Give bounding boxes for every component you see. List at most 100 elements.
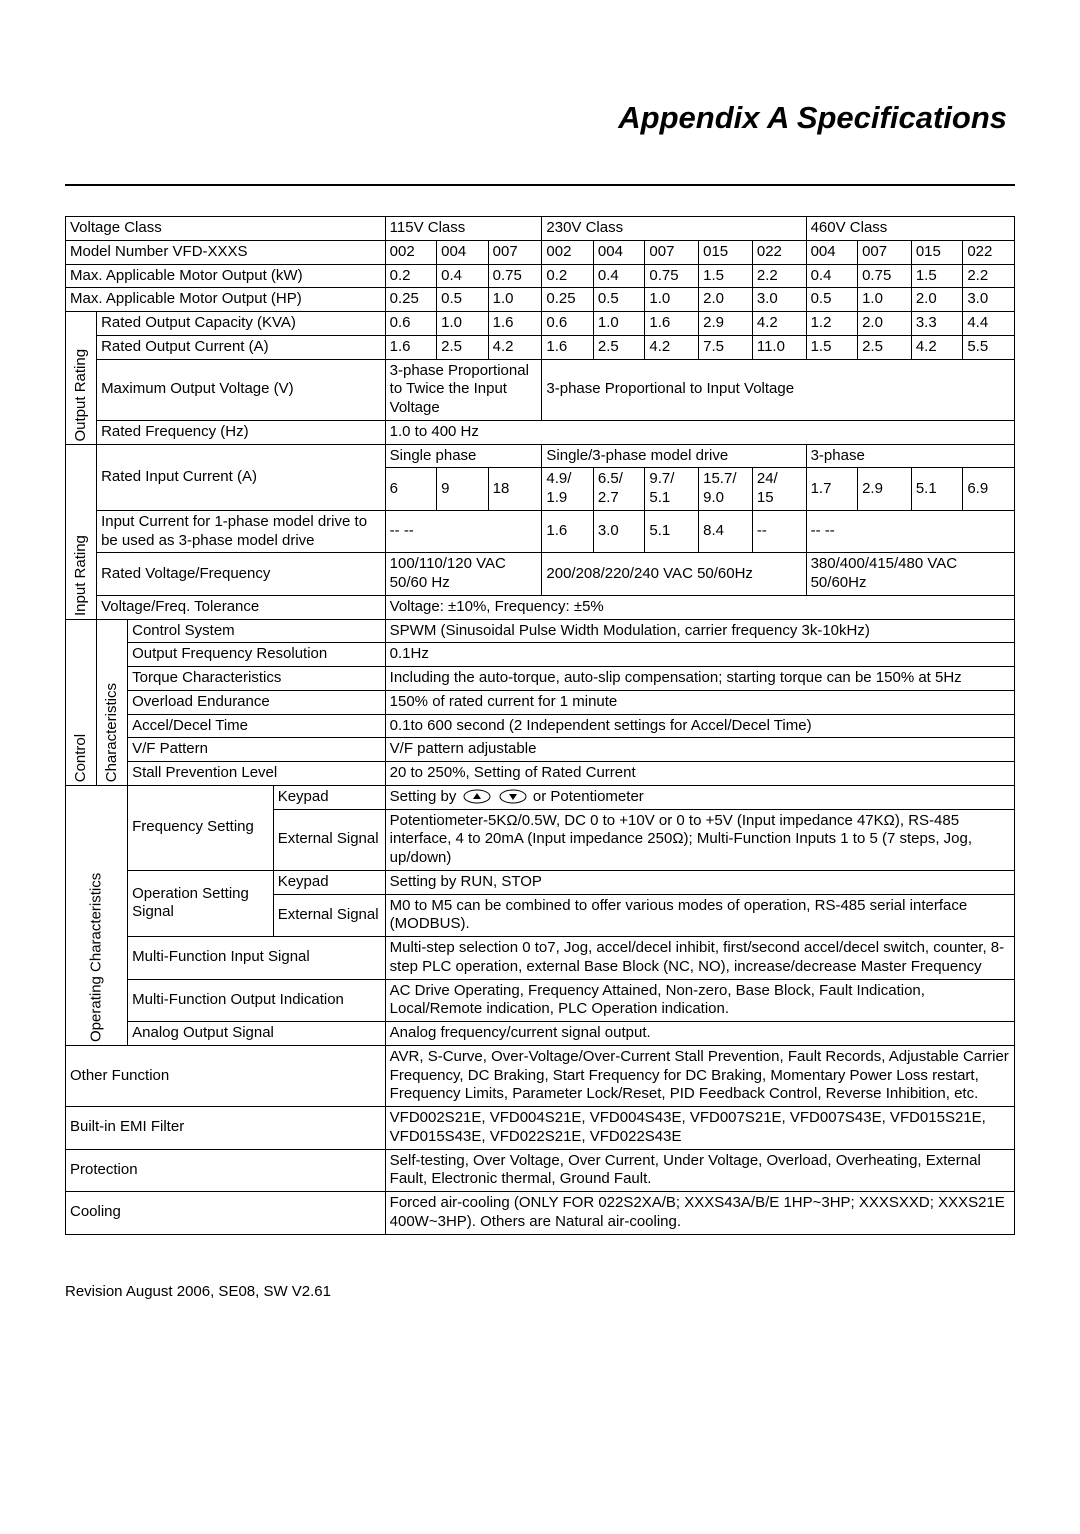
oc11: 4.4 (963, 312, 1015, 336)
rated-freq-label: Rated Frequency (Hz) (97, 420, 386, 444)
ocu9: 2.5 (858, 335, 912, 359)
ol-val: 150% of rated current for 1 minute (385, 690, 1014, 714)
row-vf-tolerance: Voltage/Freq. Tolerance Voltage: ±10%, F… (66, 595, 1015, 619)
row-protection: Protection Self-testing, Over Voltage, O… (66, 1149, 1015, 1192)
oc9: 2.0 (858, 312, 912, 336)
ocu8: 1.5 (806, 335, 858, 359)
rvf-460: 380/400/415/480 VAC 50/60Hz (806, 553, 1014, 596)
freq-set-label: Frequency Setting (128, 785, 274, 870)
down-key-icon (499, 789, 527, 804)
phase-115: Single phase (385, 444, 542, 468)
hp6: 2.0 (699, 288, 753, 312)
row-max-output-voltage: Maximum Output Voltage (V) 3-phase Propo… (66, 359, 1015, 420)
ocu3: 1.6 (542, 335, 594, 359)
ric230-1: 6.5/ 2.7 (593, 468, 645, 511)
in1p230-4: -- (752, 510, 806, 553)
hp10: 2.0 (911, 288, 963, 312)
row-torque: Torque Characteristics Including the aut… (66, 667, 1015, 691)
op-keypad-val: Setting by RUN, STOP (385, 870, 1014, 894)
kw11: 2.2 (963, 264, 1015, 288)
ric230-2: 9.7/ 5.1 (645, 468, 699, 511)
tq-label: Torque Characteristics (128, 667, 386, 691)
m115-0: 002 (385, 240, 437, 264)
cool-label: Cooling (66, 1192, 386, 1235)
ric460-3: 6.9 (963, 468, 1015, 511)
m230-0: 002 (542, 240, 594, 264)
row-overload: Overload Endurance 150% of rated current… (66, 690, 1015, 714)
control-section-outer: Control (66, 619, 97, 785)
analog-label: Analog Output Signal (128, 1022, 386, 1046)
in1p230-0: 1.6 (542, 510, 594, 553)
oc8: 1.2 (806, 312, 858, 336)
row-output-current: Rated Output Current (A) 1.62.54.2 1.62.… (66, 335, 1015, 359)
ac-label: Accel/Decel Time (128, 714, 386, 738)
m230-3: 015 (699, 240, 753, 264)
ac-val: 0.1to 600 second (2 Independent settings… (385, 714, 1014, 738)
cs-label: Control System (128, 619, 386, 643)
row-analog: Analog Output Signal Analog frequency/cu… (66, 1022, 1015, 1046)
ocu11: 5.5 (963, 335, 1015, 359)
row-voltage-class: Voltage Class 115V Class 230V Class 460V… (66, 217, 1015, 241)
kw8: 0.4 (806, 264, 858, 288)
keypad-label-2: Keypad (273, 870, 385, 894)
max-hp-label: Max. Applicable Motor Output (HP) (66, 288, 386, 312)
class-460: 460V Class (806, 217, 1014, 241)
kw9: 0.75 (858, 264, 912, 288)
tol-val: Voltage: ±10%, Frequency: ±5% (385, 595, 1014, 619)
out-cap-label: Rated Output Capacity (KVA) (97, 312, 386, 336)
other-label: Other Function (66, 1045, 386, 1106)
kw10: 1.5 (911, 264, 963, 288)
cs-val: SPWM (Sinusoidal Pulse Width Modulation,… (385, 619, 1014, 643)
row-stall: Stall Prevention Level 20 to 250%, Setti… (66, 762, 1015, 786)
control-section-inner: Characteristics (97, 619, 128, 785)
row-vf-pattern: V/F Pattern V/F pattern adjustable (66, 738, 1015, 762)
key-right: or Potentiometer (533, 788, 644, 805)
ext-sig-label-2: External Signal (273, 894, 385, 937)
row-rated-vf: Rated Voltage/Frequency 100/110/120 VAC … (66, 553, 1015, 596)
vf-label: V/F Pattern (128, 738, 386, 762)
max-kw-label: Max. Applicable Motor Output (kW) (66, 264, 386, 288)
oc4: 1.0 (593, 312, 645, 336)
hp7: 3.0 (752, 288, 806, 312)
prot-val: Self-testing, Over Voltage, Over Current… (385, 1149, 1014, 1192)
other-val: AVR, S-Curve, Over-Voltage/Over-Current … (385, 1045, 1014, 1106)
kw5: 0.75 (645, 264, 699, 288)
oc2: 1.6 (488, 312, 542, 336)
ol-label: Overload Endurance (128, 690, 386, 714)
ocu0: 1.6 (385, 335, 437, 359)
oc0: 0.6 (385, 312, 437, 336)
m230-1: 004 (593, 240, 645, 264)
analog-val: Analog frequency/current signal output. (385, 1022, 1014, 1046)
ric230-0: 4.9/ 1.9 (542, 468, 594, 511)
in1p-label: Input Current for 1-phase model drive to… (97, 510, 386, 553)
row-mfo: Multi-Function Output Indication AC Driv… (66, 979, 1015, 1022)
operating-section: Operating Characteristics (66, 785, 128, 1045)
m460-2: 015 (911, 240, 963, 264)
ric-label: Rated Input Current (A) (97, 444, 386, 510)
ric115-0: 6 (385, 468, 437, 511)
mfo-val: AC Drive Operating, Frequency Attained, … (385, 979, 1014, 1022)
tol-label: Voltage/Freq. Tolerance (97, 595, 386, 619)
max-out-v-label: Maximum Output Voltage (V) (97, 359, 386, 420)
row-other: Other Function AVR, S-Curve, Over-Voltag… (66, 1045, 1015, 1106)
kw3: 0.2 (542, 264, 594, 288)
tq-val: Including the auto-torque, auto-slip com… (385, 667, 1014, 691)
kw6: 1.5 (699, 264, 753, 288)
out-cur-label: Rated Output Current (A) (97, 335, 386, 359)
kw2: 0.75 (488, 264, 542, 288)
model-number-label: Model Number VFD-XXXS (66, 240, 386, 264)
phase-230: Single/3-phase model drive (542, 444, 806, 468)
rvf-230: 200/208/220/240 VAC 50/60Hz (542, 553, 806, 596)
phase-460: 3-phase (806, 444, 1014, 468)
hp5: 1.0 (645, 288, 699, 312)
ric115-1: 9 (437, 468, 489, 511)
row-cooling: Cooling Forced air-cooling (ONLY FOR 022… (66, 1192, 1015, 1235)
horizontal-rule (65, 184, 1015, 186)
op-set-label: Operation Setting Signal (128, 870, 274, 936)
page-title: Appendix A Specifications (65, 100, 1015, 136)
row-control-system: Control Characteristics Control System S… (66, 619, 1015, 643)
row-op-set-keypad: Operation Setting Signal Keypad Setting … (66, 870, 1015, 894)
output-rating-section: Output Rating (66, 312, 97, 445)
ocu5: 4.2 (645, 335, 699, 359)
hp8: 0.5 (806, 288, 858, 312)
